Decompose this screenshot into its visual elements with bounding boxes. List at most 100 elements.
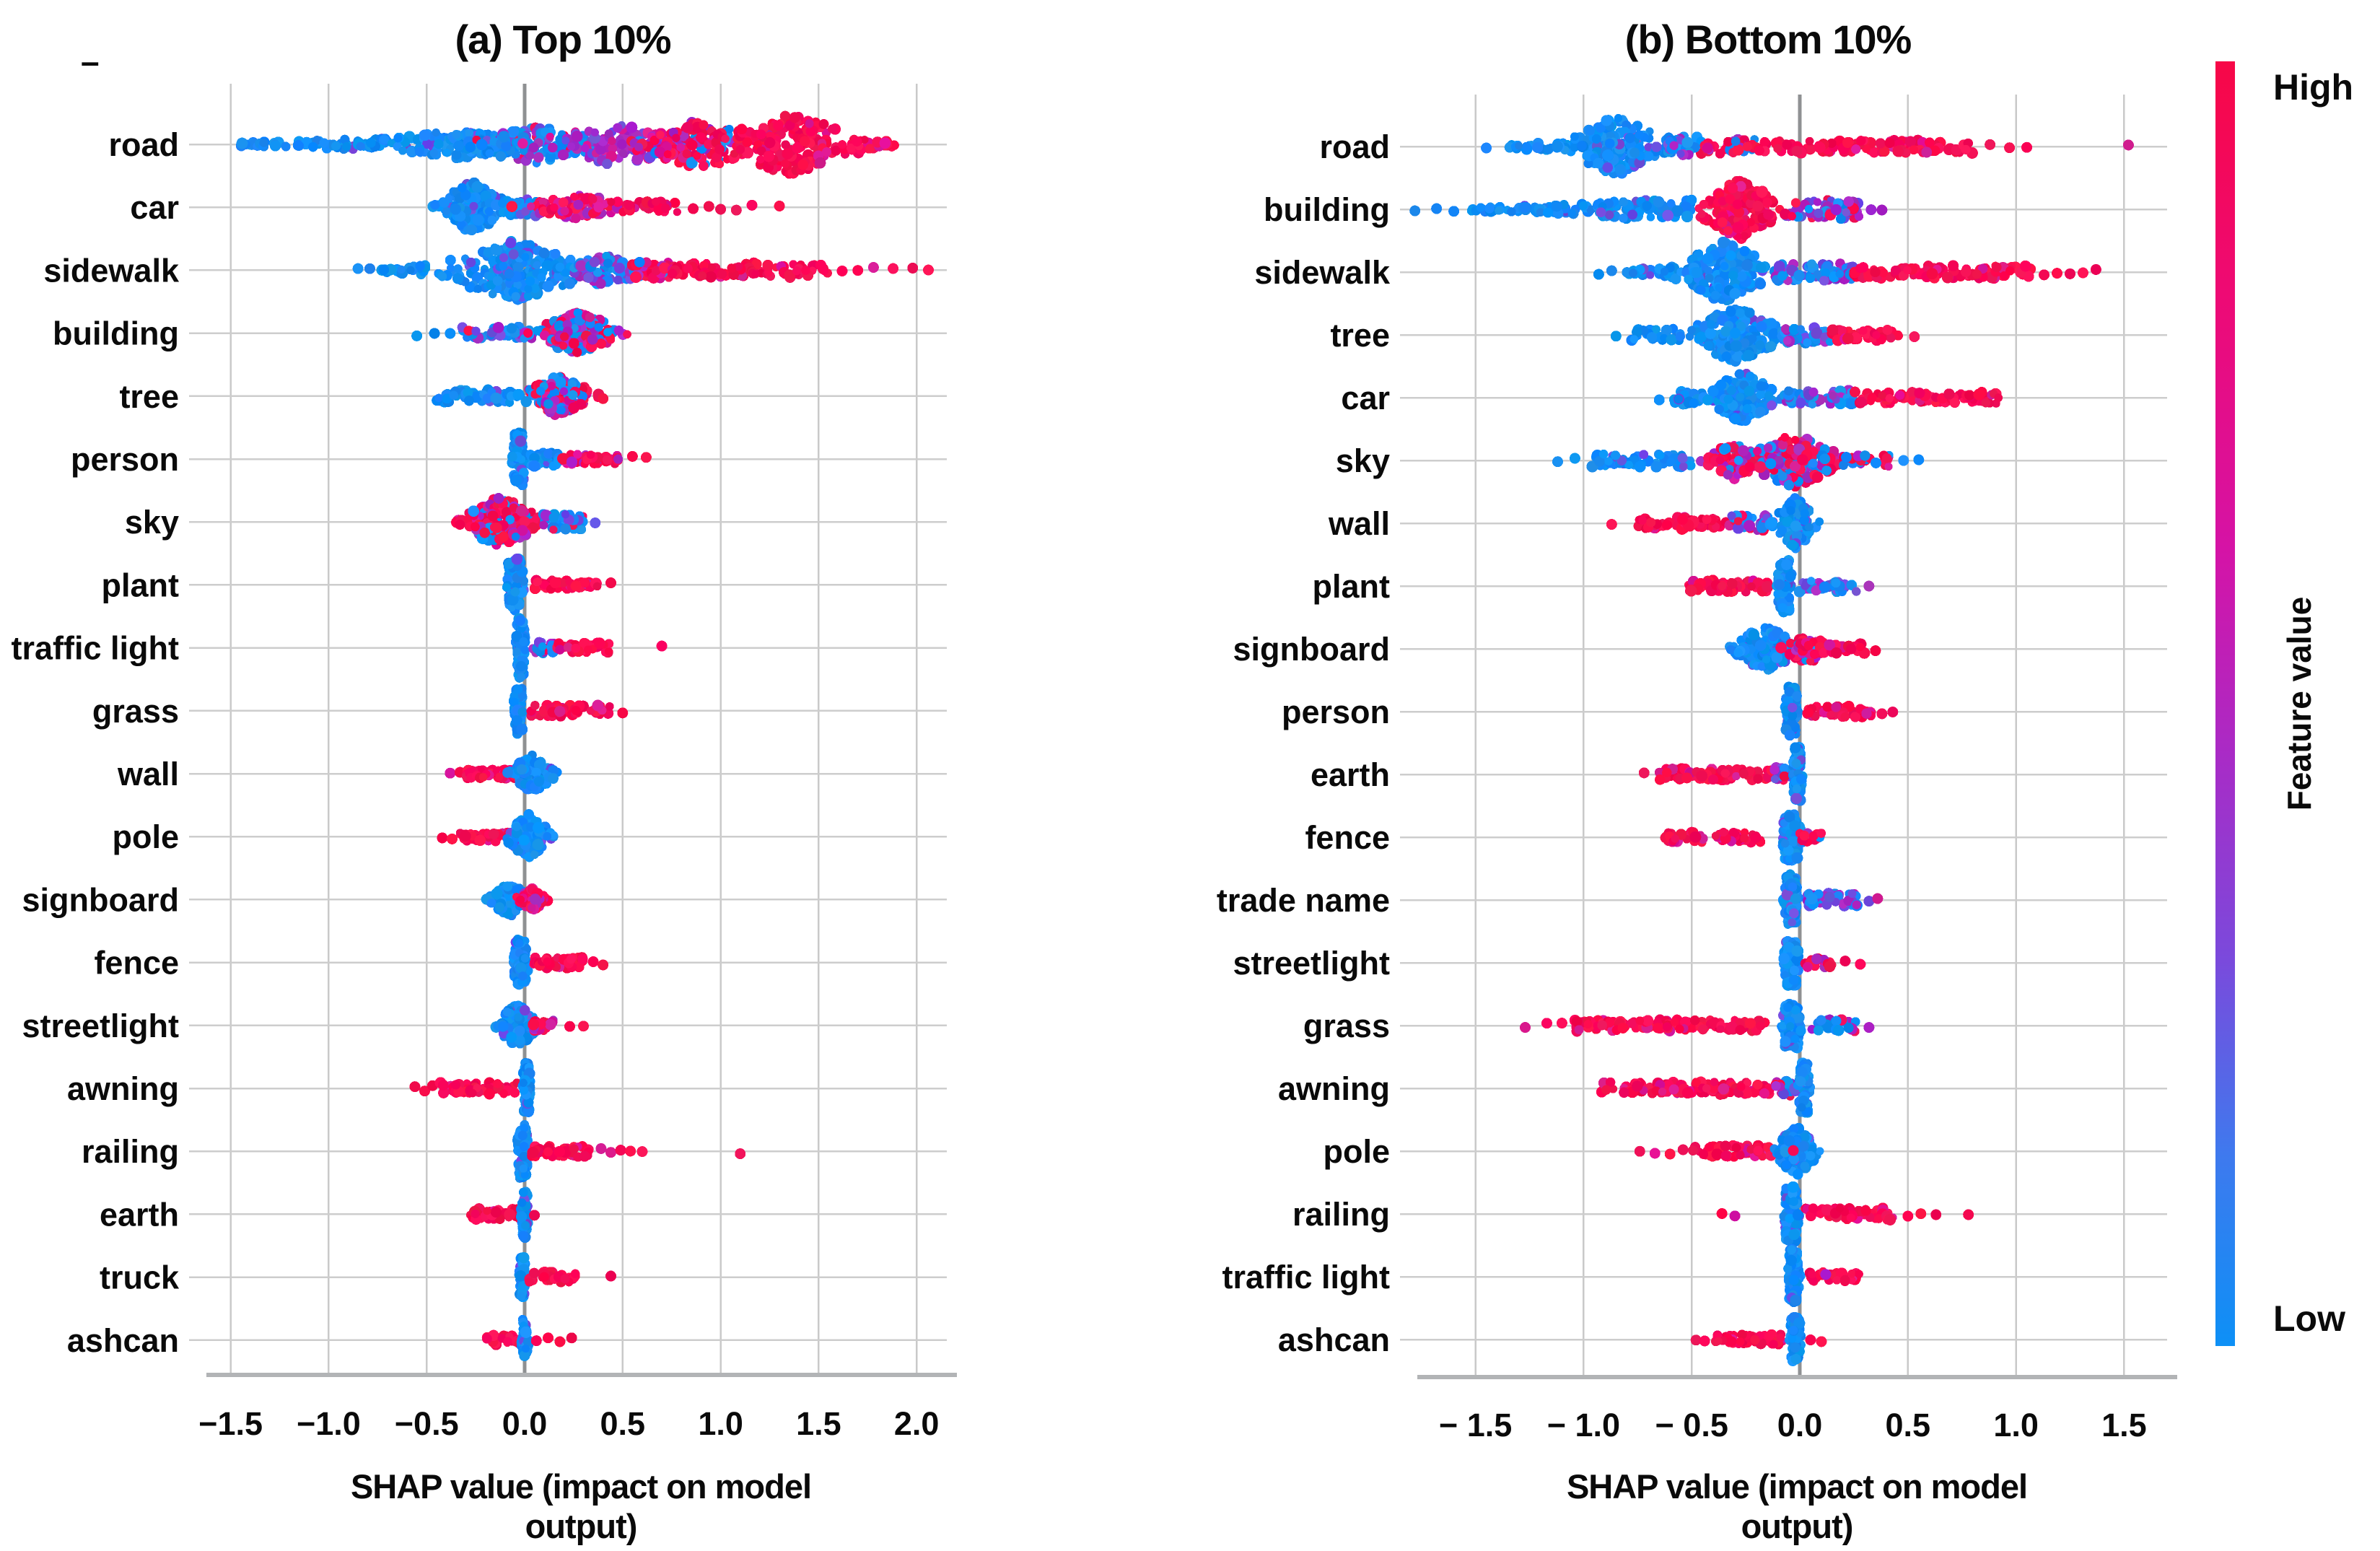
feature-label: sky — [1336, 442, 1390, 479]
feature-label: traffic light — [1222, 1259, 1391, 1296]
x-tick-label: −1.5 — [198, 1405, 263, 1442]
beeswarm-row-wall — [445, 750, 562, 795]
feature-label: person — [1282, 694, 1390, 730]
feature-label: road — [108, 126, 179, 163]
feature-label: fence — [1305, 819, 1390, 856]
beeswarm-row-railing — [1716, 1181, 1974, 1247]
beeswarm-row-pole — [1634, 1122, 1824, 1180]
beeswarm-row-road — [1481, 113, 2134, 179]
beeswarm-row-car — [1653, 368, 2003, 427]
x-tick-label: 0.5 — [600, 1405, 646, 1442]
feature-value-colorbar — [2215, 61, 2235, 1346]
panel-b-title: (b) Bottom 10% — [1624, 17, 1912, 62]
beeswarm-row-earth — [1638, 741, 1808, 806]
feature-label: building — [53, 315, 179, 352]
beeswarm-row-streetlight — [1778, 935, 1866, 991]
panel-a: road car sidewalk building tree person sky plan… — [12, 84, 957, 1442]
feature-label: signboard — [22, 881, 179, 918]
beeswarm-row-building — [1409, 175, 1888, 244]
feature-label: railing — [1292, 1196, 1390, 1233]
colorbar-high-label: High — [2273, 67, 2354, 108]
beeswarm-row-person — [1780, 681, 1899, 741]
beeswarm-row-sidewalk — [1593, 236, 2101, 306]
beeswarm-row-railing — [512, 1119, 746, 1183]
beeswarm-row-plant — [502, 553, 617, 616]
feature-label: person — [71, 441, 179, 478]
feature-label: building — [1264, 191, 1390, 228]
feature-label: sidewalk — [1254, 254, 1391, 291]
feature-label: pole — [1323, 1133, 1390, 1170]
feature-label: awning — [1278, 1070, 1390, 1107]
x-tick-label: 0.0 — [1777, 1407, 1823, 1443]
x-tick-label: − 1.0 — [1547, 1407, 1620, 1443]
x-tick-label: 0.5 — [1886, 1407, 1931, 1443]
beeswarm-row-fence — [1660, 809, 1826, 866]
feature-label: road — [1319, 128, 1390, 165]
beeswarm-row-ashcan — [481, 1314, 577, 1361]
feature-label: wall — [1328, 505, 1390, 542]
beeswarm-row-tree — [1610, 304, 1920, 367]
x-tick-label: 2.0 — [894, 1405, 940, 1442]
beeswarm-row-pole — [437, 809, 559, 862]
beeswarm-row-signboard — [1725, 623, 1881, 675]
feature-label: railing — [82, 1133, 179, 1170]
beeswarm-row-tree — [432, 372, 609, 420]
feature-label: plant — [102, 567, 180, 603]
feature-label: awning — [67, 1070, 179, 1107]
x-tick-label: 1.0 — [1993, 1407, 2039, 1443]
beeswarm-row-signboard — [481, 881, 554, 921]
beeswarm-row-streetlight — [490, 1000, 589, 1049]
feature-label: tree — [1330, 317, 1390, 354]
x-tick-label: −1.0 — [297, 1405, 361, 1442]
beeswarm-row-sky — [1552, 432, 1925, 492]
feature-label: car — [130, 189, 179, 226]
beeswarm-row-awning — [1596, 1057, 1816, 1118]
beeswarm-row-traffic-light — [510, 613, 668, 683]
beeswarm-row-wall — [1606, 493, 1824, 554]
feature-label: earth — [1311, 756, 1390, 793]
beeswarm-row-building — [411, 307, 631, 357]
beeswarm-row-grass — [508, 683, 629, 739]
x-tick-label: −0.5 — [395, 1405, 459, 1442]
x-tick-label: − 0.5 — [1655, 1407, 1728, 1443]
panel-b: road building sidewalk tree car sky wall plant s… — [1217, 95, 2177, 1443]
feature-label: pole — [112, 818, 179, 855]
feature-label: ashcan — [67, 1322, 179, 1359]
feature-label: fence — [94, 945, 179, 982]
panel-a-xaxis-label: SHAP value (impact on model output) — [350, 1467, 812, 1545]
beeswarm-row-earth — [465, 1187, 541, 1244]
colorbar-axis-label: Feature value — [2280, 596, 2318, 811]
beeswarm-row-ashcan — [1690, 1311, 1827, 1367]
beeswarm-row-car — [427, 177, 785, 236]
panel-a-title: (a) Top 10% — [455, 17, 671, 62]
x-tick-label: − 1.5 — [1439, 1407, 1512, 1443]
feature-label: plant — [1313, 568, 1391, 605]
feature-label: truck — [100, 1259, 180, 1296]
beeswarm-row-traffic-light — [1783, 1244, 1863, 1308]
feature-label: streetlight — [1233, 945, 1390, 982]
feature-label: car — [1341, 380, 1390, 416]
x-tick-label: 1.0 — [698, 1405, 743, 1442]
stray-dash-artifact: – — [81, 43, 100, 80]
x-tick-label: 0.0 — [502, 1405, 548, 1442]
beeswarm-row-plant — [1684, 555, 1875, 618]
x-tick-label: 1.5 — [796, 1405, 841, 1442]
beeswarm-row-sidewalk — [352, 235, 934, 305]
feature-label: traffic light — [12, 630, 180, 667]
colorbar-low-label: Low — [2273, 1298, 2345, 1339]
feature-label: wall — [117, 756, 179, 792]
beeswarm-row-grass — [1520, 999, 1875, 1054]
x-tick-label: 1.5 — [2101, 1407, 2147, 1443]
feature-label: sidewalk — [43, 252, 180, 289]
beeswarm-row-sky — [451, 492, 601, 550]
feature-label: streetlight — [22, 1008, 179, 1044]
feature-label: signboard — [1233, 631, 1390, 668]
panel-b-xaxis-label: SHAP value (impact on model output) — [1566, 1467, 2028, 1545]
beeswarm-row-trade-name — [1777, 869, 1884, 929]
feature-label: tree — [119, 378, 179, 415]
feature-label: ashcan — [1278, 1321, 1390, 1358]
beeswarm-row-truck — [514, 1251, 617, 1303]
beeswarm-row-awning — [409, 1057, 535, 1117]
